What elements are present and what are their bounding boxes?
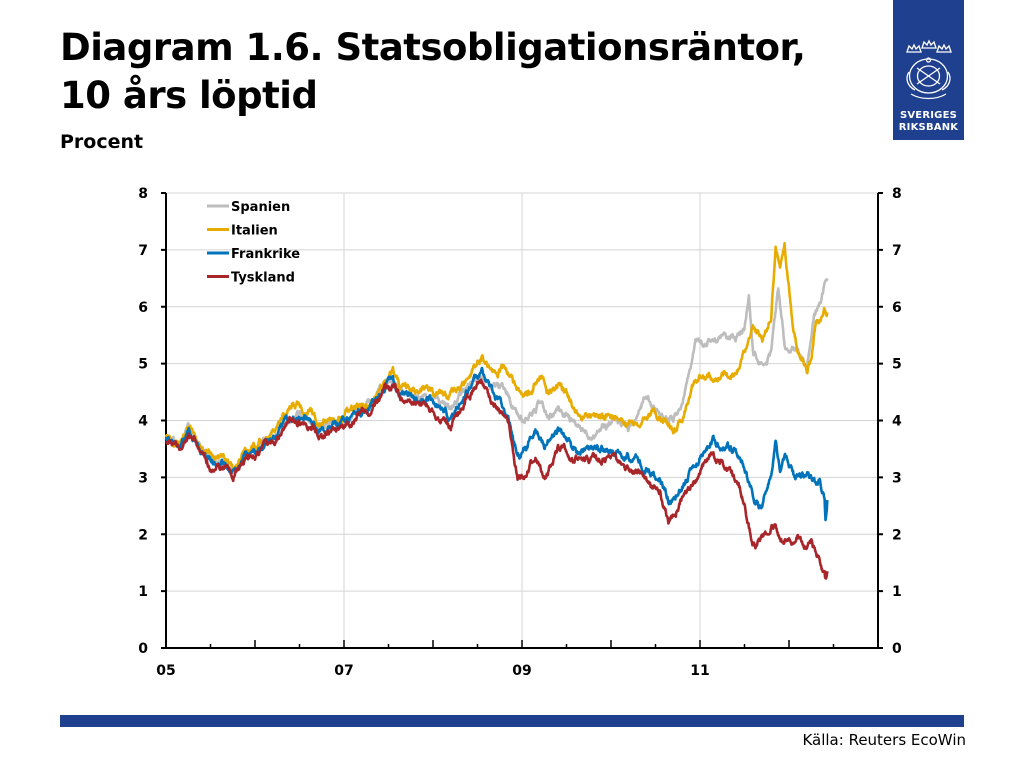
slide-title-line-2: 10 års löptid [60,74,318,117]
series-line-tyskland [165,378,829,580]
y-tick-label-right: 3 [892,470,902,486]
y-tick-label-left: 6 [138,300,148,316]
series-line-spanien [164,277,829,474]
y-tick-label-left: 7 [138,243,148,259]
y-tick-label-right: 5 [892,357,902,373]
legend-label: Tyskland [231,271,295,286]
logo-text-line-1: SVERIGES [899,110,958,121]
y-tick-label-right: 7 [892,243,902,259]
y-tick-label-right: 1 [892,584,902,600]
x-tick-label: 11 [690,663,709,679]
y-tick-label-right: 6 [892,300,902,316]
y-tick-label-right: 2 [892,527,902,543]
series-line-frankrike [164,366,829,522]
slide-title-line-1: Diagram 1.6. Statsobligationsräntor, [60,26,806,69]
y-tick-label-right: 4 [892,414,902,430]
y-tick-label-left: 4 [138,414,148,430]
y-tick-label-left: 3 [138,470,148,486]
logo-text-line-2: RIKSBANK [898,122,959,133]
legend-label: Italien [231,224,278,239]
y-tick-label-right: 8 [892,186,902,202]
slide-title: Diagram 1.6. Statsobligationsräntor, 10 … [60,24,880,120]
y-tick-label-left: 1 [138,584,148,600]
y-tick-label-left: 2 [138,527,148,543]
legend-label: Frankrike [231,247,300,262]
x-tick-label: 09 [512,663,531,679]
y-tick-label-right: 0 [892,641,902,657]
legend-label: Spanien [231,200,290,215]
source-note: Källa: Reuters EcoWin [802,731,966,749]
y-tick-label-left: 0 [138,641,148,657]
slide-subtitle: Procent [60,131,144,153]
footer-bar [60,715,964,727]
crown-emblem-icon [906,39,952,100]
x-tick-label: 07 [334,663,353,679]
y-tick-label-left: 8 [138,186,148,202]
series-line-italien [164,241,829,472]
riksbank-logo: SVERIGES RIKSBANK [893,0,964,140]
x-tick-label: 05 [156,663,175,679]
y-tick-label-left: 5 [138,357,148,373]
